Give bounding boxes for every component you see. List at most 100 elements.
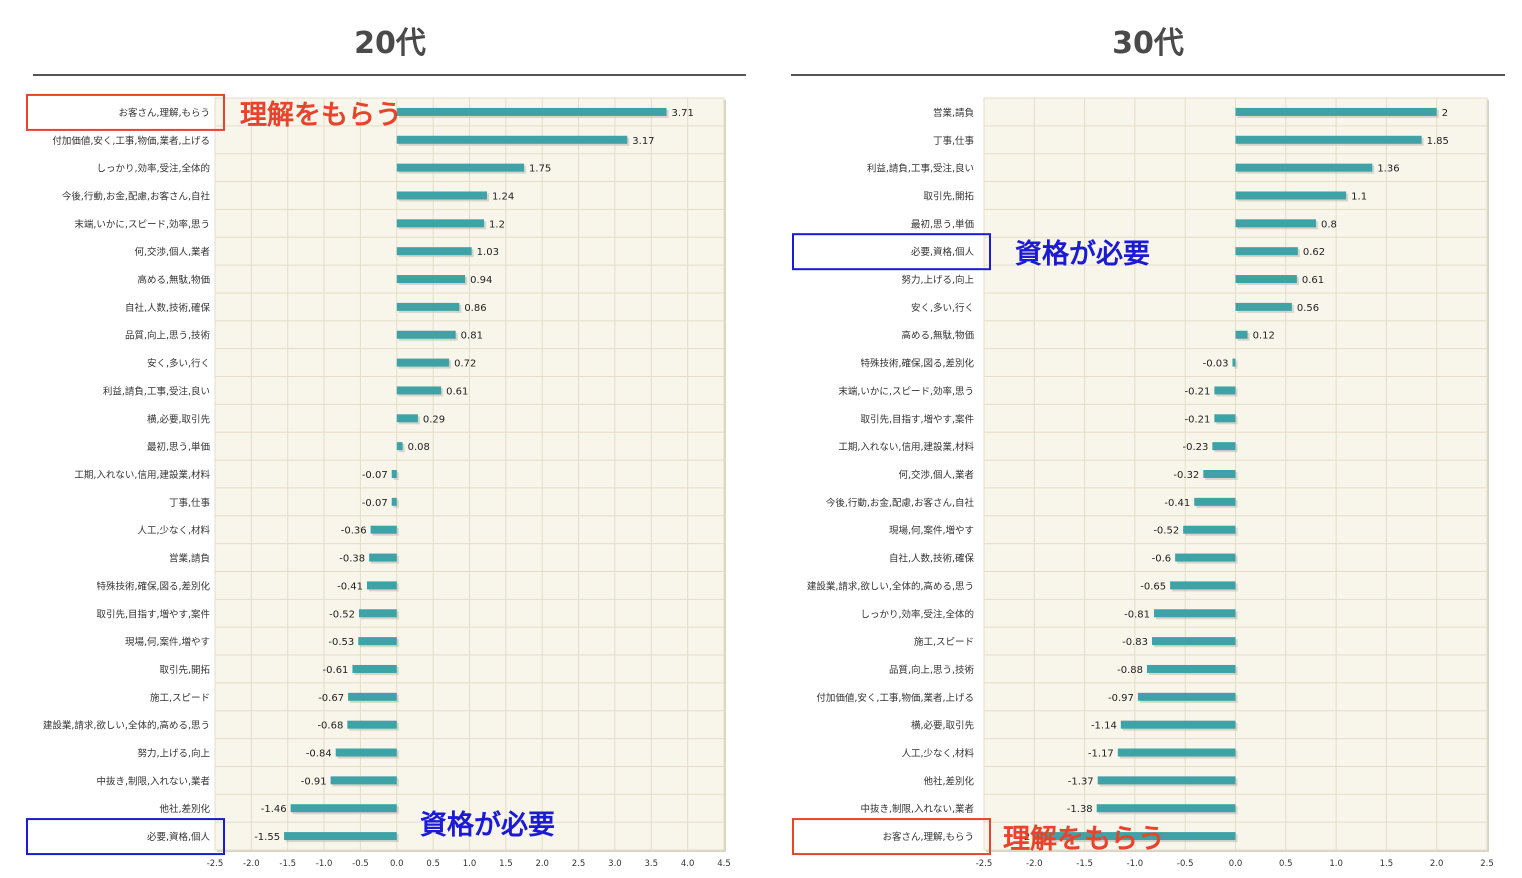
category-label: 丁事,仕事 <box>933 135 975 147</box>
category-label: 必要,資格,個人 <box>147 831 211 843</box>
bar-value-label: 0.08 <box>408 442 430 453</box>
bar-value-label: 1.2 <box>489 219 505 230</box>
bar-value-label: 2 <box>1442 108 1448 119</box>
bar <box>1137 692 1236 701</box>
bar <box>1120 720 1236 729</box>
bar-value-label: -0.21 <box>1184 414 1210 425</box>
bar-value-label: 1.03 <box>477 247 499 258</box>
bar-value-label: -0.36 <box>341 526 367 537</box>
x-tick-label: 1.5 <box>1380 859 1394 869</box>
category-label: 必要,資格,個人 <box>911 246 975 258</box>
bar-value-label: -0.6 <box>1152 554 1172 565</box>
bar <box>391 470 397 478</box>
bar <box>1214 386 1236 395</box>
category-label: 末端,いかに,スピード,効率,思う <box>74 218 210 230</box>
chart-panel-30s: 30代 -2.5 -2.0 -1.5 -1.0 -0.5 0.0 0.5 1.0 1.5 2.0 2… <box>760 0 1522 878</box>
bar <box>1146 664 1236 673</box>
bar <box>1232 358 1236 367</box>
category-label: 施工,スピード <box>150 692 210 704</box>
bar-shadow <box>1234 360 1238 369</box>
category-label: 工期,入れない,信用,建設業,材料 <box>838 441 974 453</box>
annotation-text-blue: 資格が必要 <box>420 809 555 841</box>
x-tick-label: 2.0 <box>1430 859 1444 869</box>
category-label: 営業,請負 <box>933 107 974 119</box>
bar-value-label: -0.88 <box>1117 665 1143 676</box>
title-divider-30s <box>791 74 1505 76</box>
bar <box>396 330 456 339</box>
x-tick-label: 2.5 <box>1480 859 1494 869</box>
bar-value-label: 1.24 <box>492 191 514 202</box>
bar <box>1194 497 1236 506</box>
bar <box>1117 748 1236 757</box>
category-label: 利益,請負,工事,受注,良い <box>867 163 974 175</box>
x-tick-label: 0.5 <box>1279 859 1293 869</box>
bar-value-label: -1.38 <box>1067 804 1093 815</box>
x-tick-label: -1.5 <box>279 859 296 869</box>
annotation-box-blue <box>26 818 225 856</box>
category-label: 中抜き,制限,入れない,業者 <box>860 803 974 815</box>
category-label: 努力,上げる,向上 <box>901 274 974 286</box>
bar-value-label: 3.71 <box>672 108 694 119</box>
x-tick-label: 1.5 <box>499 859 513 869</box>
category-label: 他社,差別化 <box>923 775 974 787</box>
annotation-box-red <box>792 818 991 856</box>
x-tick-label: -1.0 <box>1127 859 1144 869</box>
x-tick-label: 2.5 <box>572 859 586 869</box>
category-label: 努力,上げる,向上 <box>137 748 210 760</box>
bar-value-label: 1.85 <box>1427 136 1449 147</box>
bar-value-label: -0.68 <box>317 721 343 732</box>
bar <box>1212 442 1236 451</box>
category-label: 今後,行動,お金,配慮,お客さん,自社 <box>62 190 211 202</box>
chart-title-30s: 30代 <box>1112 26 1184 61</box>
category-label: 最初,思う,単価 <box>147 441 211 453</box>
category-label: お客さん,理解,もらう <box>882 831 974 843</box>
bar <box>1235 247 1298 256</box>
bar-chart-20s: -2.5 -2.0 -1.5 -1.0 -0.5 0.0 0.5 1.0 1.5 2.0 2.5 3.… <box>26 93 731 869</box>
bar-value-label: -2 <box>1020 832 1030 843</box>
category-label: 現場,何,案件,増やす <box>125 636 210 648</box>
x-tick-label: -2.5 <box>976 859 993 869</box>
bar-value-label: -0.23 <box>1182 442 1208 453</box>
x-tick-label: 0.5 <box>426 859 440 869</box>
bar-value-label: 3.17 <box>632 136 654 147</box>
bar-value-label: 0.62 <box>1303 247 1325 258</box>
bar <box>1235 191 1347 200</box>
bar <box>396 275 466 284</box>
bar-value-label: -0.21 <box>1184 386 1210 397</box>
bar-value-label: -0.03 <box>1203 359 1229 370</box>
bar-value-label: -1.55 <box>254 832 280 843</box>
annotation-box-blue <box>792 233 991 271</box>
category-label: 特殊技術,確保,図る,差別化 <box>96 580 210 592</box>
category-label: 人工,少なく,材料 <box>137 525 210 537</box>
bar-value-label: -0.41 <box>1164 498 1190 509</box>
x-tick-label: -2.0 <box>1026 859 1043 869</box>
category-label: 最初,思う,単価 <box>911 218 975 230</box>
bar-value-label: 0.8 <box>1321 219 1337 230</box>
bar-value-label: 0.72 <box>454 359 476 370</box>
x-tick-label: 0.0 <box>1229 859 1243 869</box>
bar <box>1203 470 1236 478</box>
category-label: 品質,向上,思う,技術 <box>889 664 975 676</box>
category-label: 自社,人数,技術,確保 <box>125 302 211 314</box>
bar-value-label: -1.17 <box>1088 749 1114 760</box>
bar-value-label: 0.94 <box>470 275 492 286</box>
x-tick-label: 4.0 <box>681 859 695 869</box>
bar-value-label: 1.1 <box>1351 191 1367 202</box>
bar <box>330 776 397 785</box>
bar <box>1175 553 1236 562</box>
bar <box>1096 804 1236 813</box>
bar <box>1235 302 1292 311</box>
bar-value-label: -0.67 <box>318 693 344 704</box>
category-label: 品質,向上,思う,技術 <box>125 330 211 342</box>
bar <box>391 497 397 506</box>
bar-value-label: -0.41 <box>337 581 363 592</box>
category-label: 他社,差別化 <box>159 803 210 815</box>
bar <box>1097 776 1236 785</box>
bar <box>347 720 397 729</box>
category-label: しっかり,効率,受注,全体的 <box>96 163 210 175</box>
bar-value-label: -1.46 <box>261 804 287 815</box>
bar-value-label: 0.86 <box>464 303 486 314</box>
bar <box>1154 609 1236 618</box>
x-tick-label: 0.0 <box>390 859 404 869</box>
annotation-text-red: 理解をもらう <box>1003 824 1165 855</box>
